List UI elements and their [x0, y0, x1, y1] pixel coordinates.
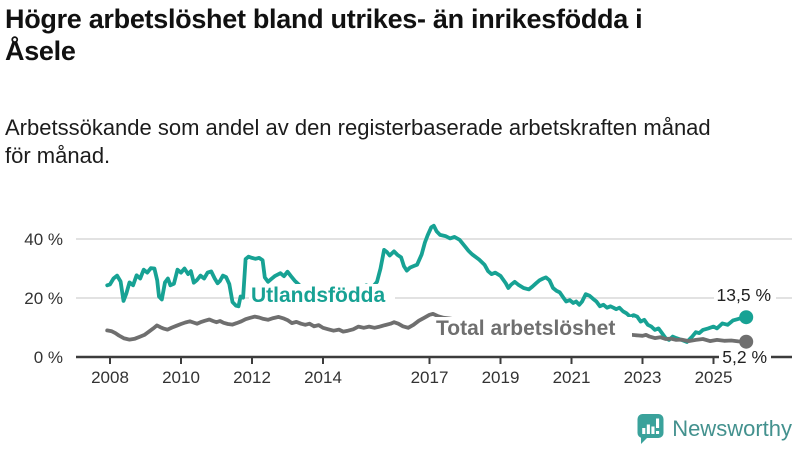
x-axis-tick-label: 2019	[482, 368, 520, 387]
x-axis-tick-label: 2025	[695, 368, 733, 387]
y-axis-label: 20 %	[24, 289, 63, 308]
x-axis-tick-label: 2010	[162, 368, 200, 387]
x-axis-tick-label: 2021	[553, 368, 591, 387]
series-end-dot-total	[739, 334, 754, 349]
newsworthy-logo: Newsworthy	[637, 413, 792, 445]
x-axis-tick-label: 2014	[304, 368, 342, 387]
x-axis-tick-label: 2023	[624, 368, 662, 387]
series-label-mask-utlandsfodda	[249, 284, 395, 306]
series-lines-group	[105, 223, 749, 344]
x-axis-tick-label: 2008	[91, 368, 129, 387]
series-line-utlandsfodda	[105, 223, 749, 344]
end-value-label-total: 5,2 %	[722, 347, 767, 367]
x-axis-group: 2008 2010 2012 2014 2017 2019 2021 2023 2025	[76, 355, 792, 387]
y-axis-label: 0 %	[34, 348, 63, 367]
title-line-1: Högre arbetslöshet bland utrikes- än inr…	[5, 4, 643, 34]
series-label-utlandsfodda: Utlandsfödda	[251, 284, 385, 307]
newsworthy-logo-text: Newsworthy	[672, 416, 792, 441]
series-end-dot-utlandsfodda	[739, 310, 754, 325]
title-line-2: Åsele	[5, 36, 76, 67]
gridlines-group: 0 % 20 % 40 %	[24, 230, 792, 367]
newsworthy-logo-icon	[637, 414, 664, 444]
page-title: Högre arbetslöshet bland utrikes- än inr…	[5, 3, 793, 68]
end-dots-group	[739, 310, 754, 349]
chart-subtitle: Arbetssökande som andel av den registerb…	[5, 114, 793, 170]
series-label-mask-total	[434, 317, 632, 339]
end-value-label-utlandsfodda: 13,5 %	[717, 285, 771, 305]
series-label-total: Total arbetslöshet	[436, 317, 615, 340]
x-axis-tick-label: 2017	[411, 368, 449, 387]
end-label-mask-utlandsfodda	[714, 288, 776, 304]
subtitle-line-2: för månad.	[5, 142, 111, 168]
x-axis-tick-label: 2012	[233, 368, 271, 387]
subtitle-line-1: Arbetssökande som andel av den registerb…	[5, 115, 711, 140]
end-label-mask-total	[719, 349, 771, 366]
y-axis-label: 40 %	[24, 230, 63, 249]
